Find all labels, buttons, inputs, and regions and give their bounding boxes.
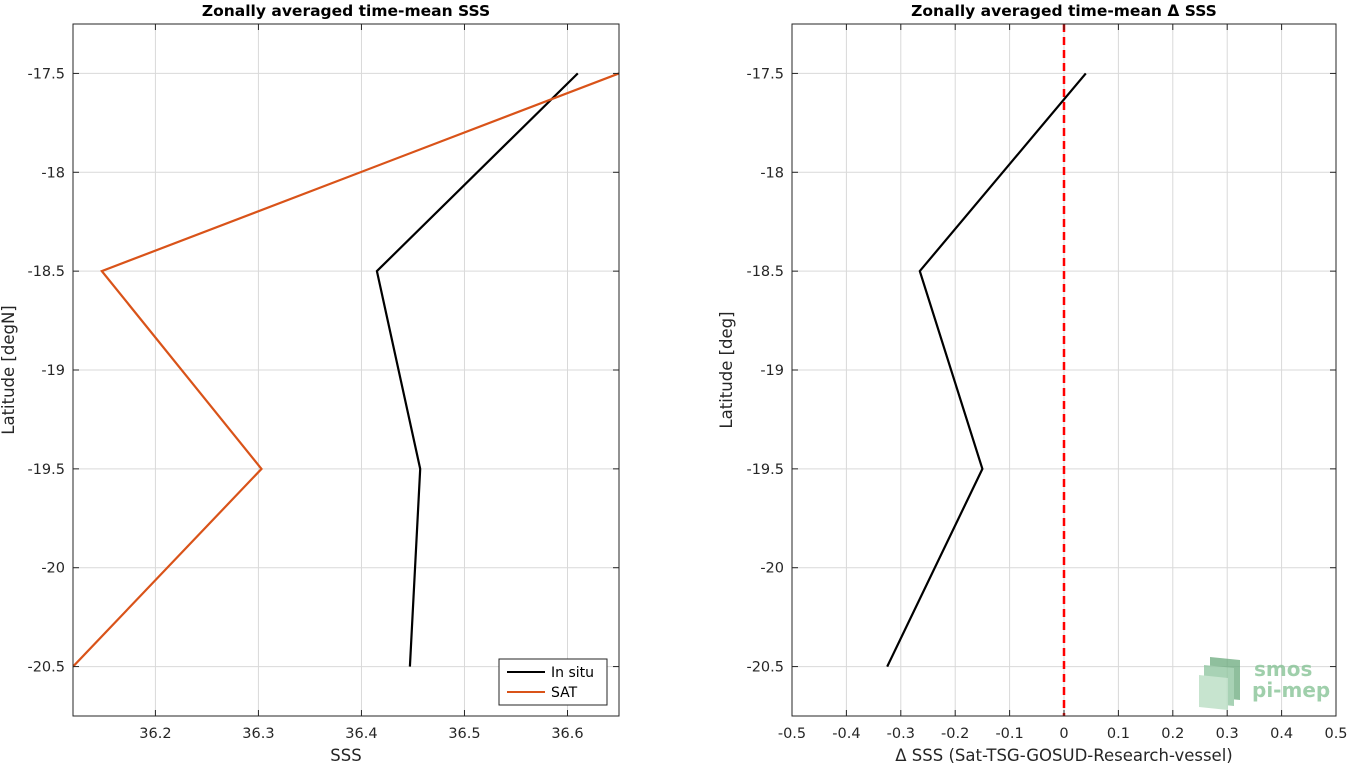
delta-sss-panel: -0.5 -0.4 -0.3 -0.2 -0.1 0 0.1 0.2 0.3 0.4 0.5 -17.… [717,2,1348,765]
delta-y-tick-label: -19 [760,363,784,379]
sss-y-tick-label: -20 [41,561,65,577]
sss-y-tick-label: -20.5 [27,660,65,676]
delta-x-tick-label: -0.5 [778,726,806,742]
delta-x-axis-label: Δ SSS (Sat-TSG-GOSUD-Research-vessel) [895,746,1233,765]
delta-y-tick-label: -19.5 [746,462,784,478]
sss-chart-title: Zonally averaged time-mean SSS [202,2,490,20]
delta-x-tick-label: -0.2 [941,726,969,742]
delta-x-tick-label: -0.3 [887,726,915,742]
sss-x-tick-label: 36.3 [242,726,274,742]
delta-x-tick-label: 0.3 [1216,726,1239,742]
delta-x-tick-label: 0.5 [1324,726,1347,742]
legend-label-sat: SAT [551,685,578,701]
sss-x-tick-label: 36.2 [139,726,171,742]
delta-series-line-difference [886,72,1087,668]
delta-x-tick-label: 0 [1059,726,1068,742]
sss-y-axis-label: Latitude [degN] [0,305,18,434]
sss-series-line-in-situ [375,72,579,667]
logo-text-smos: smos [1254,657,1312,681]
sss-y-tick-label: -18.5 [27,264,65,280]
delta-x-tick-label: 0.1 [1107,726,1130,742]
smos-pi-mep-logo: smos pi-mep [1199,657,1330,710]
delta-ticks: -0.5 -0.4 -0.3 -0.2 -0.1 0 0.1 0.2 0.3 0.4 0.5 -17.… [746,24,1348,742]
logo-layer-front [1199,675,1228,710]
delta-y-tick-label: -18.5 [746,264,784,280]
sss-x-axis-label: SSS [330,746,361,765]
sss-lines [73,72,619,668]
sss-x-tick-label: 36.5 [448,726,480,742]
delta-chart-title: Zonally averaged time-mean Δ SSS [911,2,1217,20]
sss-y-tick-label: -18 [41,165,65,181]
delta-y-tick-label: -17.5 [746,66,784,82]
logo-text-pi-mep: pi-mep [1252,678,1330,702]
delta-y-axis-label: Latitude [deg] [717,311,736,428]
sss-series-line-sat [73,72,619,668]
delta-x-tick-label: 0.2 [1161,726,1184,742]
sss-x-tick-label: 36.4 [345,726,377,742]
delta-y-tick-label: -18 [760,165,784,181]
sss-panel: 36.2 36.3 36.4 36.5 36.6 -17.5 -18 -18.5 -19 -19.… [0,2,620,765]
sss-y-tick-label: -19 [41,363,65,379]
delta-y-tick-label: -20.5 [746,660,784,676]
sss-y-tick-label: -19.5 [27,462,65,478]
sss-ticks: 36.2 36.3 36.4 36.5 36.6 -17.5 -18 -18.5 -19 -19.… [27,24,619,742]
sss-x-tick-label: 36.6 [551,726,583,742]
sss-grid [73,24,619,716]
delta-lines [886,24,1087,716]
delta-x-tick-label: -0.4 [832,726,860,742]
sss-y-tick-label: -17.5 [27,66,65,82]
delta-x-tick-label: -0.1 [995,726,1023,742]
delta-x-tick-label: 0.4 [1270,726,1293,742]
legend-box [498,658,608,706]
delta-y-tick-label: -20 [760,561,784,577]
legend: In situ SAT [498,658,608,706]
legend-label-in-situ: In situ [551,665,594,681]
